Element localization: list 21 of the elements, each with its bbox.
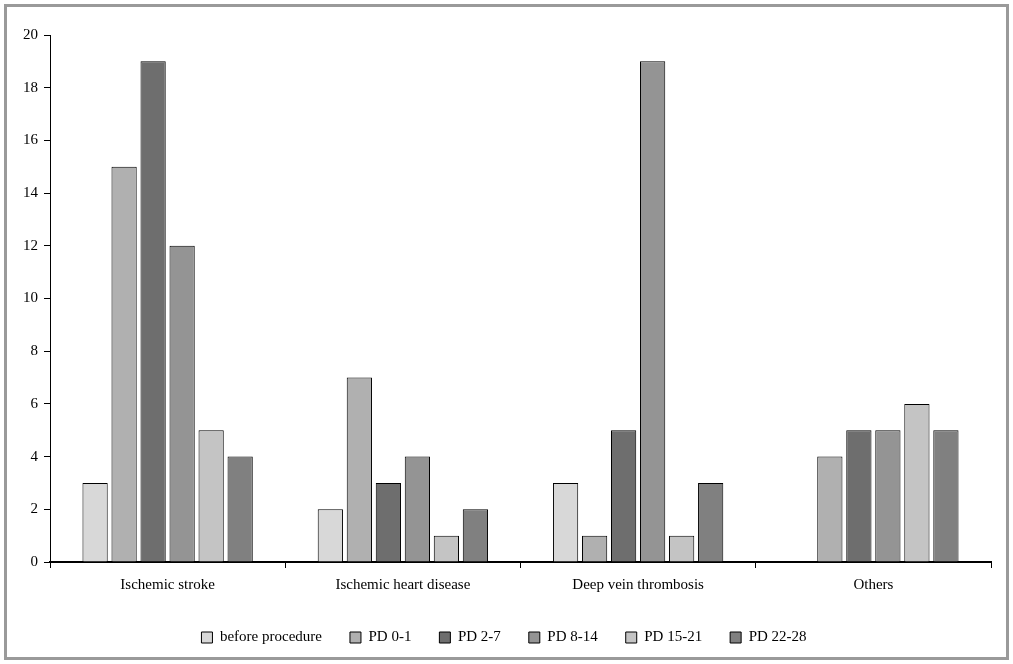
x-tick-label: Ischemic stroke [120, 575, 216, 592]
y-tick-label: 10 [23, 289, 38, 306]
y-tick-label: 14 [23, 184, 39, 201]
legend-label: before procedure [219, 628, 323, 645]
legend-label: PD 15-21 [644, 628, 703, 645]
legend-label: PD 8-14 [547, 628, 599, 645]
y-tick-label: 0 [30, 552, 38, 569]
y-tick-label: 2 [30, 500, 38, 517]
y-tick-label: 8 [30, 342, 38, 359]
x-tick-label: Deep vein thrombosis [572, 575, 705, 592]
y-tick-label: 12 [23, 236, 38, 253]
legend-label: PD 0-1 [368, 628, 412, 645]
y-tick-label: 6 [30, 394, 39, 411]
y-tick-label: 20 [23, 25, 38, 42]
legend-label: PD 2-7 [457, 628, 502, 645]
x-tick-label: Ischemic heart disease [335, 575, 471, 592]
legend-label: PD 22-28 [748, 628, 807, 645]
x-tick-label: Others [853, 575, 894, 592]
y-tick-label: 16 [23, 131, 39, 148]
y-tick-label: 18 [23, 78, 38, 95]
y-tick-label: 4 [30, 447, 39, 464]
